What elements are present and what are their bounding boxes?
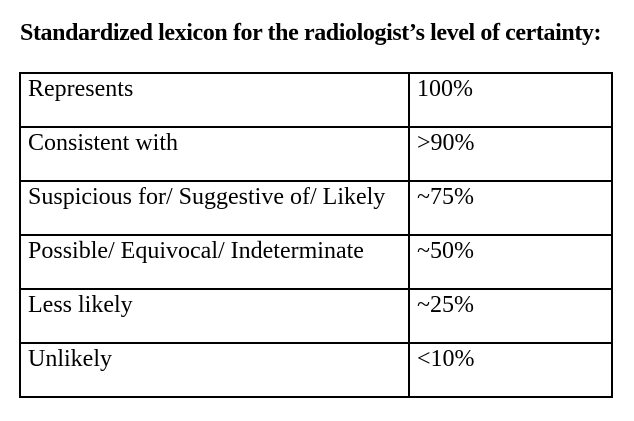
certainty-cell: <10% [408, 342, 613, 398]
table-row: Possible/ Equivocal/ Indeterminate ~50% [19, 234, 613, 290]
table-row: Less likely ~25% [19, 288, 613, 344]
term-cell: Unlikely [19, 342, 410, 398]
certainty-cell: ~75% [408, 180, 613, 236]
lexicon-table: Represents 100% Consistent with >90% Sus… [19, 72, 613, 398]
term-cell: Consistent with [19, 126, 410, 182]
term-cell: Possible/ Equivocal/ Indeterminate [19, 234, 410, 290]
table-row: Unlikely <10% [19, 342, 613, 398]
certainty-cell: ~25% [408, 288, 613, 344]
certainty-cell: 100% [408, 72, 613, 128]
certainty-cell: ~50% [408, 234, 613, 290]
certainty-cell: >90% [408, 126, 613, 182]
table-row: Consistent with >90% [19, 126, 613, 182]
table-row: Represents 100% [19, 72, 613, 128]
term-cell: Suspicious for/ Suggestive of/ Likely [19, 180, 410, 236]
lexicon-table-body: Represents 100% Consistent with >90% Sus… [19, 72, 613, 398]
term-cell: Less likely [19, 288, 410, 344]
term-cell: Represents [19, 72, 410, 128]
table-row: Suspicious for/ Suggestive of/ Likely ~7… [19, 180, 613, 236]
page-title: Standardized lexicon for the radiologist… [20, 20, 602, 46]
